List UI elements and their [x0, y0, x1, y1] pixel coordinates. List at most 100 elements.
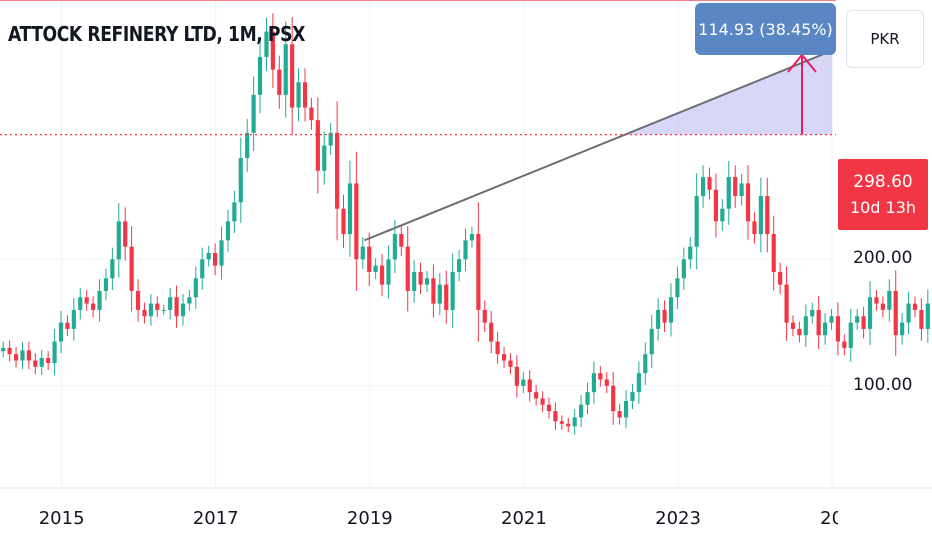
candle	[91, 296, 96, 318]
candle	[418, 262, 423, 295]
candle	[810, 302, 815, 324]
candle	[501, 346, 507, 368]
candle	[861, 306, 866, 339]
candle	[174, 285, 179, 328]
candle	[508, 353, 513, 375]
candle	[887, 279, 892, 322]
candle	[315, 97, 320, 194]
x-tick-label: 2017	[192, 508, 239, 529]
candle	[688, 237, 693, 269]
candle	[405, 226, 410, 312]
candle	[33, 353, 38, 375]
candle	[745, 165, 751, 240]
candle	[52, 328, 57, 376]
candle	[668, 283, 674, 337]
candle	[829, 308, 834, 330]
candle	[335, 101, 340, 241]
candle	[373, 258, 378, 280]
candle	[540, 391, 545, 413]
candle	[97, 279, 102, 322]
candle	[495, 332, 500, 364]
candle	[424, 271, 430, 292]
candle	[713, 173, 719, 238]
currency-button[interactable]: PKR	[846, 10, 924, 68]
candle	[649, 314, 654, 369]
candle	[630, 383, 635, 410]
candle	[771, 215, 776, 291]
x-tick-label: 2015	[38, 508, 85, 529]
candle	[341, 194, 346, 248]
candle	[855, 308, 860, 330]
candle	[168, 287, 173, 320]
candle	[572, 409, 577, 435]
candle	[257, 38, 263, 114]
candle	[900, 313, 905, 345]
candle	[328, 123, 333, 155]
candle	[803, 304, 808, 347]
candle	[450, 253, 455, 329]
x-tick-label: 2025	[820, 508, 839, 529]
candle	[367, 232, 372, 286]
candle	[7, 340, 12, 362]
candle	[797, 321, 802, 343]
candle	[521, 372, 526, 394]
candle	[681, 247, 686, 290]
candle	[142, 302, 147, 324]
candle	[675, 266, 680, 309]
y-tick-label: 100.00	[853, 374, 913, 395]
candle	[489, 310, 494, 354]
candle	[437, 272, 442, 316]
candle	[463, 228, 468, 272]
candle	[251, 76, 256, 152]
candle	[379, 253, 385, 297]
candle	[392, 220, 397, 274]
candle	[527, 369, 532, 402]
chart-title: ATTOCK REFINERY LTD, 1M, PSX	[8, 22, 305, 46]
candle	[752, 211, 757, 244]
candle	[617, 403, 622, 425]
chart-grid	[0, 0, 836, 487]
candle	[867, 281, 873, 346]
candle	[245, 118, 250, 173]
candle	[26, 341, 31, 370]
candle	[694, 173, 699, 270]
candle	[701, 165, 706, 208]
candle	[758, 177, 763, 253]
candle	[469, 226, 475, 248]
candle	[431, 264, 436, 318]
candle	[514, 355, 519, 398]
candle	[579, 395, 584, 427]
candle	[720, 199, 725, 231]
candle	[238, 137, 243, 223]
candle	[893, 270, 898, 356]
candle	[219, 226, 224, 280]
candle	[187, 289, 192, 311]
candle	[103, 268, 109, 301]
candle	[591, 361, 597, 404]
candle	[290, 17, 295, 135]
candle	[784, 266, 789, 341]
candle	[213, 243, 218, 276]
candle	[733, 165, 738, 208]
candle	[20, 341, 25, 370]
trendline[interactable]	[364, 49, 833, 242]
candle	[778, 262, 783, 295]
candle	[283, 21, 288, 118]
x-tick-label: 2019	[346, 508, 393, 529]
x-tick-label: 2021	[501, 508, 547, 529]
candle	[765, 177, 770, 253]
candle	[116, 203, 121, 278]
candle	[123, 207, 128, 261]
candle	[546, 397, 552, 419]
candle	[46, 351, 51, 370]
candle	[129, 226, 134, 312]
candle	[848, 308, 853, 362]
candle	[553, 402, 558, 430]
candle	[225, 209, 231, 253]
candle	[880, 296, 885, 318]
candle	[386, 245, 391, 299]
candle	[906, 291, 911, 335]
candle	[39, 349, 44, 375]
candle	[412, 260, 417, 303]
